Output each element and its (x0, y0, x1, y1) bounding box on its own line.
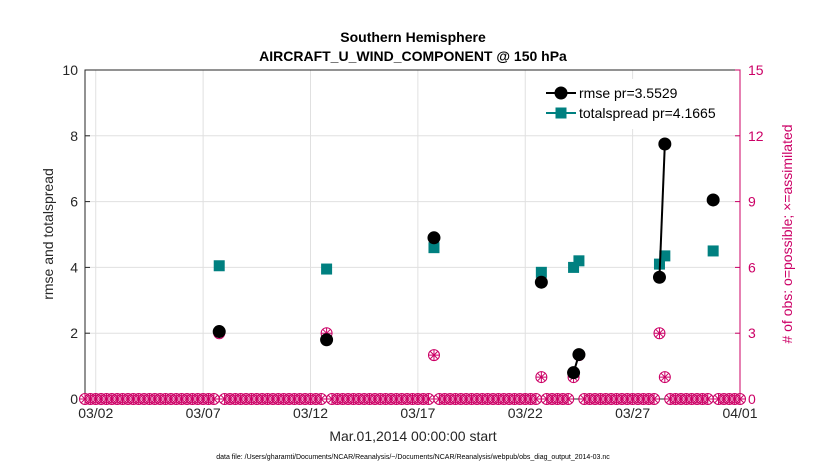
rmse-segment (658, 143, 666, 278)
x-tick-label: 03/17 (400, 405, 435, 421)
rmse-point (572, 348, 586, 362)
x-tick-label: 03/02 (78, 405, 113, 421)
rmse-point (706, 193, 720, 207)
obs-count-marker (315, 393, 328, 405)
obs-count-marker (529, 393, 542, 405)
y-tick-label-left: 10 (62, 62, 78, 78)
y-tick-label-left: 4 (70, 259, 78, 275)
totalspread-point (321, 263, 333, 275)
legend-totalspread-marker (555, 107, 567, 119)
rmse-point (534, 275, 548, 289)
y-tick-label-right: 6 (748, 259, 756, 275)
legend-box (538, 79, 738, 129)
totalspread-point (659, 250, 671, 262)
obs-assimilated-x (562, 393, 574, 405)
x-tick-label: 03/22 (508, 405, 543, 421)
y-tick-label-left: 2 (70, 325, 78, 341)
obs-assimilated-x (653, 327, 665, 339)
rmse-point (658, 137, 672, 151)
obs-assimilated-x (208, 393, 220, 405)
obs-assimilated-x (530, 393, 542, 405)
rmse-point (212, 325, 226, 339)
obs-count-marker (535, 371, 548, 384)
obs-count-marker (422, 393, 435, 405)
rmse-point (652, 270, 666, 284)
obs-assimilated-x (315, 393, 327, 405)
obs-count-marker (648, 393, 661, 405)
x-tick-label: 03/07 (186, 405, 221, 421)
obs-count-marker (734, 393, 746, 405)
y-tick-label-right: 12 (748, 128, 764, 144)
obs-assimilated-x (702, 393, 714, 405)
legend-rmse-marker (554, 86, 568, 100)
x-tick-label: 03/12 (293, 405, 328, 421)
y-tick-label-left: 0 (70, 391, 78, 407)
obs-assimilated-x (734, 393, 746, 405)
x-axis-label: Mar.01,2014 00:00:00 start (329, 428, 496, 444)
y-tick-label-right: 15 (748, 62, 764, 78)
y-tick-label-right: 3 (748, 325, 756, 341)
y-tick-label-right: 9 (748, 194, 756, 210)
chart-title-line2: AIRCRAFT_U_WIND_COMPONENT @ 150 hPa (259, 48, 567, 64)
obs-count-marker (658, 371, 671, 384)
y-tick-label-left: 6 (70, 194, 78, 210)
legend-rmse-label: rmse pr=3.5529 (579, 85, 678, 101)
obs-assimilated-x (648, 393, 660, 405)
obs-count-marker (653, 327, 666, 340)
totalspread-point (707, 245, 719, 257)
obs-assimilated-x (659, 371, 671, 383)
rmse-point (427, 231, 441, 245)
series-layer (212, 137, 720, 380)
obs-assimilated-x (535, 371, 547, 383)
totalspread-point (535, 266, 547, 278)
obs-assimilated-x (428, 349, 440, 361)
obs-count-marker (701, 393, 714, 405)
obs-assimilated-x (423, 393, 435, 405)
rmse-point (320, 333, 334, 347)
y-axis-label-right: # of obs: o=possible; ×=assimilated (779, 124, 795, 343)
obs-count-marker (427, 349, 440, 362)
totalspread-point (213, 260, 225, 272)
rmse-point (567, 366, 581, 380)
footer-data-file: data file: /Users/gharamti/Documents/NCA… (216, 454, 610, 461)
x-tick-label: 04/01 (722, 405, 757, 421)
x-tick-label: 03/27 (615, 405, 650, 421)
totalspread-point (568, 261, 580, 273)
legend-totalspread-label: totalspread pr=4.1665 (579, 105, 716, 121)
obs-count-marker (207, 393, 220, 405)
obs-count-marker (562, 393, 575, 405)
totalspread-point (428, 242, 440, 254)
chart-title-line1: Southern Hemisphere (340, 29, 486, 45)
y-axis-label-left: rmse and totalspread (40, 168, 56, 300)
y-tick-label-left: 8 (70, 128, 78, 144)
obs-assimilated-x (321, 327, 333, 339)
legend: rmse pr=3.5529 totalspread pr=4.1665 (538, 79, 738, 129)
obs-markers (79, 107, 746, 405)
y-tick-label-right: 0 (748, 391, 756, 407)
totalspread-point (573, 255, 585, 267)
